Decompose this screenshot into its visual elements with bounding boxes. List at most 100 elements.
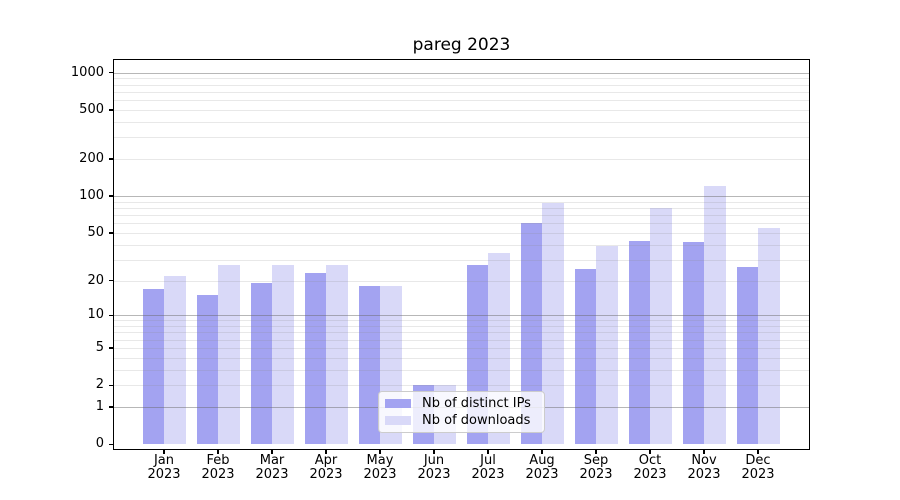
bar-distinct-ips-aug	[520, 223, 542, 445]
xtick-mark-feb	[217, 450, 219, 454]
bar-distinct-ips-jan	[142, 288, 164, 445]
ytick-mark-20	[109, 279, 113, 282]
xtick-mark-jul	[487, 450, 489, 454]
ytick-mark-1000	[109, 71, 113, 74]
xtick-year: 2023	[579, 466, 613, 482]
xtick-label-jun: Jun 2023	[404, 454, 464, 481]
gridline-minor-300	[114, 137, 809, 139]
bar-downloads-mar	[272, 265, 294, 445]
ytick-mark-1	[109, 406, 113, 408]
xtick-mark-jun	[433, 450, 435, 454]
xtick-mark-dec	[757, 450, 759, 454]
bar-distinct-ips-apr	[304, 273, 326, 445]
gridline-minor-70	[114, 215, 809, 217]
ytick-mark-10	[109, 314, 113, 316]
ytick-label-500: 500	[79, 101, 104, 117]
xtick-month: Jun	[423, 453, 445, 468]
ytick-label-1000: 1000	[70, 64, 104, 80]
xtick-mark-jan	[163, 450, 165, 454]
bar-downloads-feb	[218, 265, 240, 445]
bar-distinct-ips-mar	[250, 283, 272, 445]
ytick-label-100: 100	[79, 188, 104, 204]
legend-swatch-downloads	[385, 416, 411, 425]
bar-downloads-nov	[704, 186, 726, 445]
ytick-mark-2	[109, 384, 113, 386]
ytick-label-20: 20	[87, 272, 104, 288]
gridline-minor-3	[114, 369, 809, 371]
gridline-minor-7	[114, 332, 809, 334]
ytick-mark-5	[109, 347, 113, 349]
bar-downloads-dec	[758, 227, 780, 445]
legend-label-downloads: Nb of downloads	[422, 412, 531, 428]
xtick-year: 2023	[687, 466, 721, 482]
gridline-minor-20	[114, 280, 809, 282]
xtick-label-feb: Feb 2023	[188, 454, 248, 481]
xtick-mark-nov	[703, 450, 705, 454]
xtick-month: Oct	[638, 453, 662, 468]
ytick-label-2: 2	[95, 377, 104, 393]
gridline-minor-600	[114, 100, 809, 102]
ytick-mark-500	[109, 109, 113, 111]
xtick-mark-oct	[649, 450, 651, 454]
bar-downloads-jan	[164, 275, 186, 445]
xtick-label-sep: Sep 2023	[566, 454, 626, 481]
xtick-label-oct: Oct 2023	[620, 454, 680, 481]
ytick-mark-100	[109, 195, 113, 197]
bar-downloads-sep	[596, 245, 618, 445]
xtick-mark-may	[379, 450, 381, 454]
ytick-mark-0	[109, 443, 113, 445]
bar-distinct-ips-sep	[574, 269, 596, 445]
gridline-minor-400	[114, 121, 809, 123]
ytick-label-50: 50	[87, 224, 104, 240]
gridline-minor-6	[114, 339, 809, 341]
gridline-minor-700	[114, 91, 809, 93]
xtick-mark-aug	[541, 450, 543, 454]
gridline-minor-900	[114, 78, 809, 80]
xtick-year: 2023	[417, 466, 451, 482]
xtick-month: Aug	[529, 453, 555, 468]
xtick-month: Feb	[206, 453, 230, 468]
xtick-mark-mar	[271, 450, 273, 454]
xtick-year: 2023	[363, 466, 397, 482]
xtick-year: 2023	[525, 466, 559, 482]
xtick-year: 2023	[741, 466, 775, 482]
gridline-minor-30	[114, 259, 809, 261]
xtick-month: Nov	[691, 453, 717, 468]
bar-distinct-ips-feb	[196, 295, 218, 445]
xtick-label-aug: Aug 2023	[512, 454, 572, 481]
bar-distinct-ips-oct	[628, 240, 650, 445]
gridline-minor-800	[114, 84, 809, 86]
gridline-minor-60	[114, 223, 809, 225]
xtick-month: Sep	[583, 453, 609, 468]
legend-label-distinct-ips: Nb of distinct IPs	[422, 395, 531, 411]
gridline-minor-8	[114, 326, 809, 328]
gridline-minor-90	[114, 201, 809, 203]
xtick-mark-apr	[325, 450, 327, 454]
gridline-minor-2	[114, 385, 809, 387]
ytick-label-0: 0	[95, 436, 104, 452]
gridline-minor-4	[114, 357, 809, 359]
xtick-year: 2023	[309, 466, 343, 482]
legend-item-downloads: Nb of downloads	[385, 412, 536, 429]
chart-title: pareg 2023	[412, 35, 511, 55]
ytick-label-10: 10	[87, 307, 104, 323]
xtick-month: Dec	[745, 453, 771, 468]
xtick-mark-sep	[595, 450, 597, 454]
gridline-minor-9	[114, 320, 809, 322]
bar-downloads-aug	[542, 203, 564, 445]
gridline-minor-40	[114, 244, 809, 246]
legend-item-distinct-ips: Nb of distinct IPs	[385, 395, 536, 412]
gridline-major-100	[114, 196, 809, 198]
gridline-minor-500	[114, 109, 809, 111]
ytick-label-5: 5	[95, 339, 104, 355]
ytick-mark-200	[109, 158, 113, 160]
gridline-major-10	[114, 315, 809, 317]
xtick-year: 2023	[633, 466, 667, 482]
gridline-minor-80	[114, 207, 809, 209]
gridline-major-1000	[114, 72, 809, 74]
xtick-year: 2023	[147, 466, 181, 482]
xtick-label-dec: Dec 2023	[728, 454, 788, 481]
xtick-month: Jul	[480, 453, 496, 468]
xtick-year: 2023	[201, 466, 235, 482]
